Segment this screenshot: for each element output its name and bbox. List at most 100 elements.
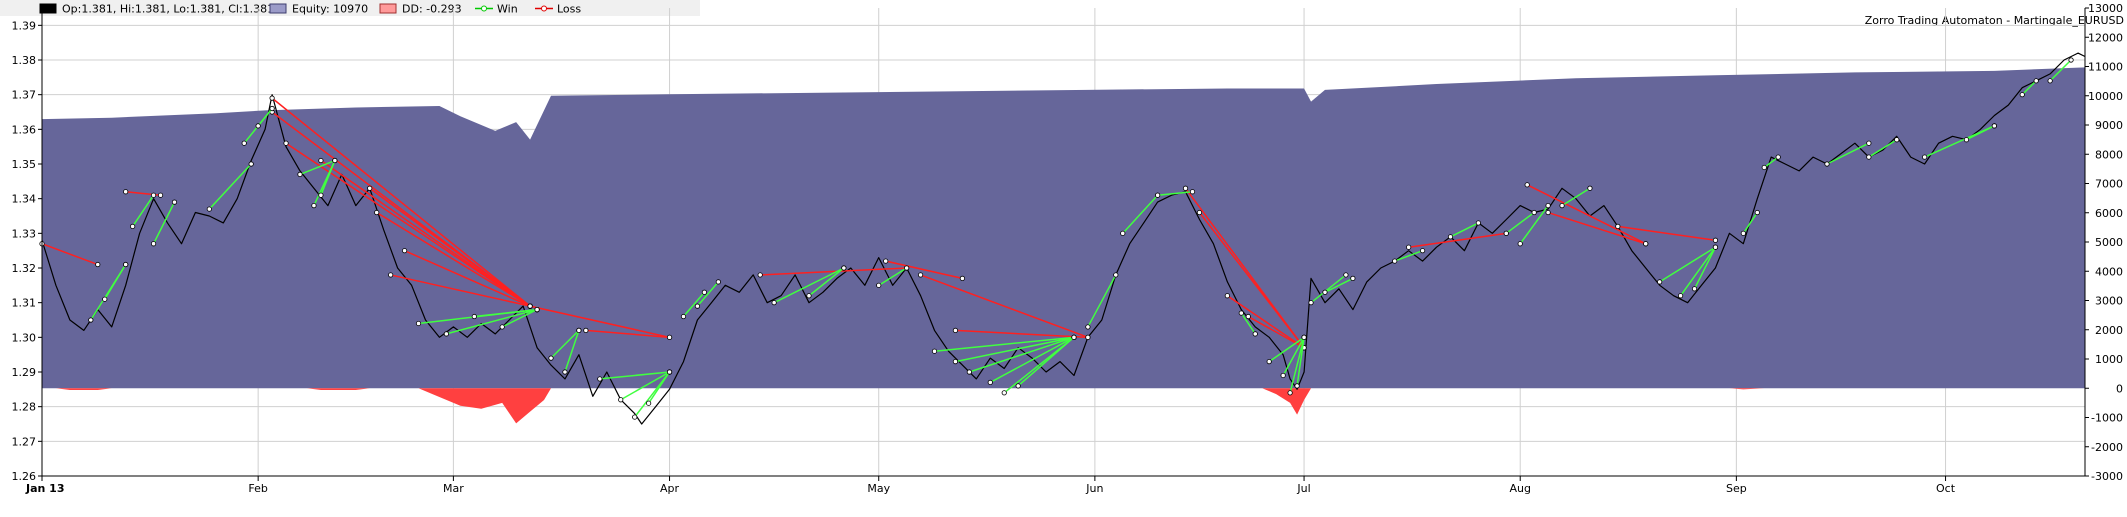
- loss-trade: [1547, 211, 1646, 245]
- win-trade-exit: [1775, 154, 1781, 160]
- right-tick-label: -1000: [2091, 412, 2123, 425]
- loss-trade-exit: [1712, 237, 1719, 243]
- left-tick-label: 1.28: [12, 401, 37, 414]
- loss-trade-entry: [1196, 209, 1203, 216]
- right-tick-label: 1000: [2095, 353, 2123, 366]
- win-trade: [773, 267, 845, 304]
- win-trade-entry: [876, 282, 882, 288]
- win-trade-entry: [1085, 324, 1091, 330]
- win-trade: [1505, 211, 1535, 234]
- win-trade-exit: [715, 279, 721, 285]
- loss-trade-entry: [367, 185, 373, 191]
- chart-title: Zorro Trading Automaton - Martingale_EUR…: [1865, 14, 2124, 27]
- x-tick-label: Sep: [1726, 482, 1747, 495]
- win-trade: [599, 371, 670, 380]
- win-trade: [152, 201, 176, 245]
- loss-trade-entry: [527, 303, 533, 309]
- win-trade-entry: [632, 414, 638, 420]
- win-trade-exit: [1866, 140, 1872, 146]
- win-trade-exit: [171, 199, 178, 205]
- win-trade-entry: [806, 293, 812, 299]
- win-trade-entry: [1657, 279, 1663, 285]
- x-tick-label: Mar: [443, 482, 464, 495]
- win-trade: [1966, 125, 1995, 141]
- loss-trade-entry: [1182, 185, 1189, 191]
- win-trade: [320, 160, 336, 196]
- loss-trade: [404, 249, 531, 307]
- win-trade: [208, 163, 252, 210]
- win-trade-entry: [1761, 164, 1767, 171]
- win-trade-entry: [1001, 390, 1007, 396]
- win-trade-entry: [1824, 161, 1830, 167]
- win-trade-entry: [1677, 293, 1684, 299]
- loss-trade: [1226, 295, 1305, 349]
- loss-trade-entry: [952, 327, 959, 333]
- win-trade-exit: [534, 306, 540, 313]
- win-trade: [878, 267, 908, 286]
- win-trade-exit: [248, 161, 254, 167]
- left-tick-label: 1.38: [12, 54, 37, 67]
- win-trade-entry: [130, 223, 136, 229]
- left-tick-label: 1.29: [12, 366, 37, 379]
- legend: Op:1.381, Hi:1.381, Lo:1.381, Cl:1.381 Eq…: [0, 0, 700, 16]
- win-trade-exit: [904, 265, 910, 271]
- win-trade-entry: [1866, 154, 1872, 160]
- win-trade: [1296, 337, 1305, 386]
- loss-trade-entry: [917, 272, 924, 278]
- left-tick-label: 1.27: [12, 435, 37, 448]
- win-trade: [1268, 336, 1305, 363]
- win-trade-entry: [2019, 92, 2025, 98]
- loss-trade-entry: [283, 140, 289, 146]
- win-trade-exit: [1587, 185, 1593, 191]
- legend-swatch: [481, 5, 487, 12]
- win-trade-entry: [1308, 300, 1314, 306]
- win-trade: [1868, 139, 1898, 158]
- loss-trade-entry: [401, 248, 408, 254]
- left-tick-label: 1.37: [12, 89, 37, 102]
- win-trade-exit: [332, 157, 338, 164]
- win-trade: [989, 336, 1075, 384]
- loss-trade-entry: [388, 272, 394, 278]
- win-trade-entry: [1015, 383, 1021, 389]
- loss-trade-entry: [1406, 244, 1412, 250]
- legend-swatch: [269, 3, 287, 14]
- win-trade-exit: [1343, 272, 1349, 278]
- loss-trade-entry: [1615, 223, 1621, 229]
- win-trade-exit: [123, 261, 129, 268]
- win-trade: [1240, 312, 1256, 335]
- win-trade: [1519, 205, 1549, 245]
- win-trade: [2021, 80, 2037, 96]
- win-trade-exit: [1252, 331, 1258, 337]
- win-trade-exit: [1894, 137, 1900, 143]
- win-trade: [620, 371, 670, 401]
- x-tick-label: Apr: [660, 482, 680, 495]
- win-trade: [1324, 277, 1354, 293]
- loss-trade-exit: [95, 261, 101, 268]
- win-trade-entry: [1740, 230, 1746, 236]
- win-trade: [934, 336, 1075, 352]
- win-trade-entry: [297, 171, 303, 177]
- win-trade-entry: [241, 140, 247, 146]
- win-trade-entry: [206, 206, 212, 212]
- left-tick-label: 1.36: [12, 123, 37, 136]
- win-trade: [955, 336, 1075, 363]
- win-trade: [2049, 59, 2072, 82]
- right-tick-label: 9000: [2095, 119, 2123, 132]
- loss-trade-entry: [757, 272, 763, 278]
- win-trade-exit: [1531, 209, 1537, 216]
- loss-trade: [369, 187, 531, 307]
- legend-label: Op:1.381, Hi:1.381, Lo:1.381, Cl:1.381: [62, 3, 274, 16]
- right-tick-label: 7000: [2095, 178, 2123, 191]
- win-trade-exit: [1350, 275, 1356, 281]
- loss-trade-exit: [1643, 241, 1649, 247]
- loss-trade: [529, 305, 670, 339]
- right-tick-label: 3000: [2095, 295, 2123, 308]
- win-trade-entry: [415, 320, 422, 327]
- win-trade: [1742, 212, 1758, 234]
- win-trade-entry: [987, 379, 993, 385]
- win-trade-exit: [1712, 244, 1719, 250]
- right-tick-label: 0: [2116, 382, 2123, 395]
- legend-label: Loss: [557, 3, 581, 16]
- win-trade: [550, 329, 580, 359]
- legend-label: Equity: 10970: [292, 3, 368, 16]
